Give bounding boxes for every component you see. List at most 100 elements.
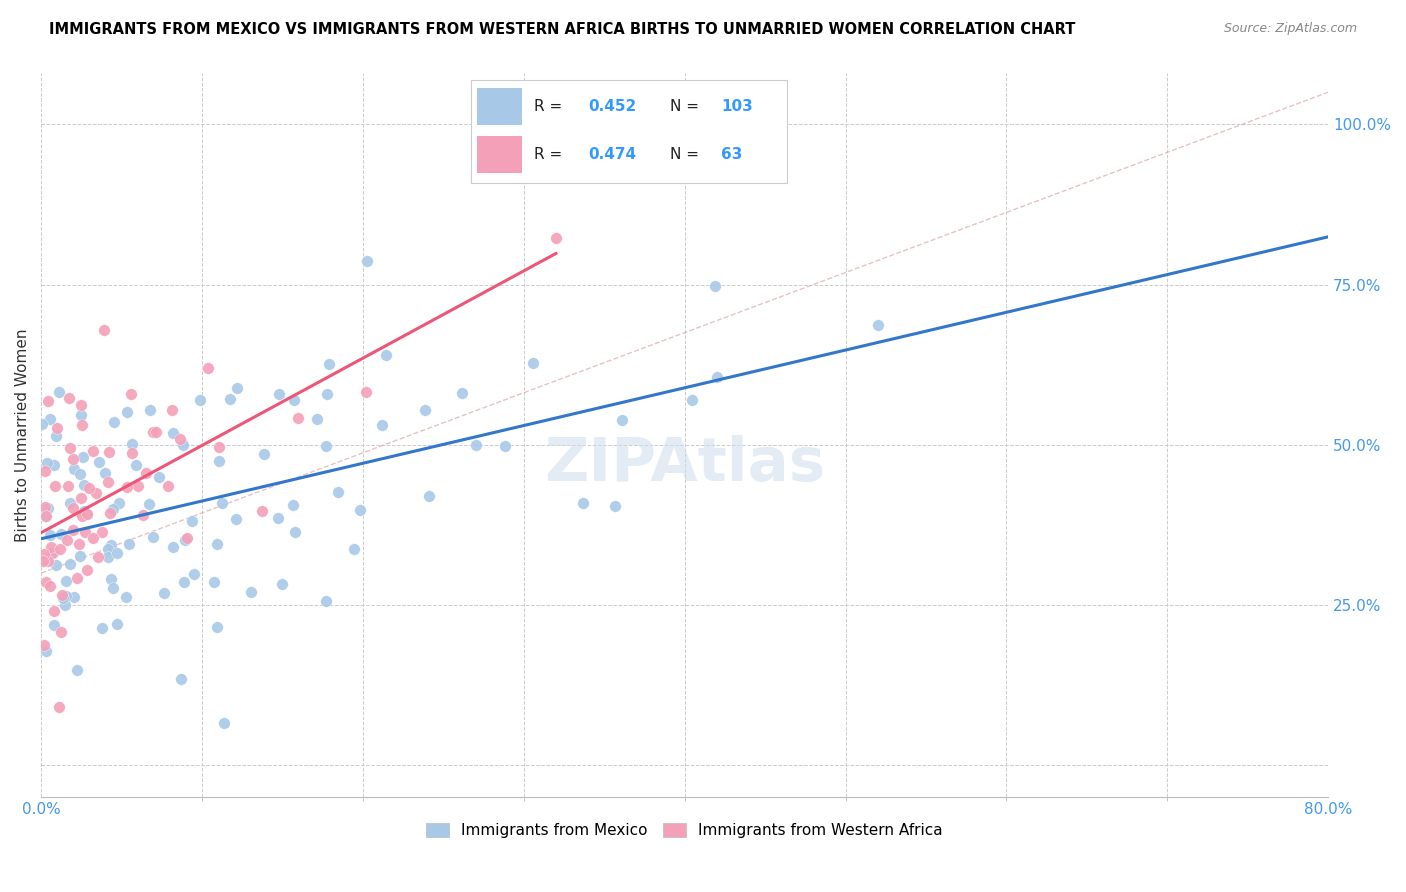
Point	[101, 502, 124, 516]
Point	[32, 547, 55, 561]
Point	[162, 540, 184, 554]
Point	[41, 545, 63, 559]
Point	[704, 279, 727, 293]
Point	[69, 408, 91, 422]
Point	[70, 491, 93, 505]
Point	[326, 485, 349, 500]
Point	[315, 439, 337, 453]
Point	[117, 480, 139, 494]
Point	[612, 413, 634, 427]
Point	[82, 531, 104, 545]
Point	[464, 438, 486, 452]
Point	[173, 574, 195, 589]
Point	[59, 442, 82, 456]
Text: 0.474: 0.474	[588, 146, 636, 161]
Point	[148, 469, 170, 483]
Point	[197, 361, 219, 376]
Point	[91, 621, 114, 635]
Point	[52, 591, 75, 605]
Point	[73, 504, 96, 518]
Text: Source: ZipAtlas.com: Source: ZipAtlas.com	[1223, 22, 1357, 36]
Point	[267, 510, 290, 524]
Point	[69, 398, 91, 412]
Point	[103, 581, 125, 595]
Point	[48, 384, 70, 399]
Point	[73, 478, 96, 492]
Point	[145, 425, 167, 439]
Point	[125, 458, 148, 472]
Point	[218, 392, 240, 406]
Point	[49, 624, 72, 639]
Point	[173, 533, 195, 547]
Point	[49, 526, 72, 541]
Point	[253, 447, 276, 461]
Point	[73, 524, 96, 539]
Point	[100, 572, 122, 586]
Point	[315, 594, 337, 608]
FancyBboxPatch shape	[478, 136, 522, 173]
Point	[63, 462, 86, 476]
Y-axis label: Births to Unmarried Women: Births to Unmarried Women	[15, 328, 30, 542]
Point	[225, 512, 247, 526]
Point	[205, 537, 228, 551]
Point	[62, 500, 84, 515]
Point	[42, 458, 65, 472]
Point	[226, 381, 249, 395]
Point	[98, 445, 121, 459]
Point	[62, 452, 84, 467]
Point	[51, 588, 73, 602]
Text: 103: 103	[721, 99, 752, 114]
FancyBboxPatch shape	[478, 88, 522, 126]
Point	[46, 421, 69, 435]
Point	[39, 579, 62, 593]
Point	[287, 410, 309, 425]
Point	[121, 445, 143, 459]
Point	[271, 577, 294, 591]
Point	[371, 418, 394, 433]
Point	[343, 542, 366, 557]
Point	[79, 481, 101, 495]
Point	[107, 496, 129, 510]
Point	[87, 455, 110, 469]
Text: R =: R =	[534, 99, 568, 114]
Point	[681, 392, 703, 407]
Point	[55, 533, 77, 547]
Point	[120, 387, 142, 401]
Point	[86, 486, 108, 500]
Point	[53, 599, 76, 613]
Legend: Immigrants from Mexico, Immigrants from Western Africa: Immigrants from Mexico, Immigrants from …	[420, 816, 949, 844]
Point	[42, 604, 65, 618]
Point	[94, 467, 117, 481]
Point	[31, 417, 53, 431]
Point	[105, 617, 128, 632]
Point	[160, 403, 183, 417]
Text: 0.452: 0.452	[588, 99, 637, 114]
Point	[72, 509, 94, 524]
Point	[97, 541, 120, 556]
Point	[142, 530, 165, 544]
Point	[307, 411, 329, 425]
Point	[283, 392, 305, 407]
Point	[169, 672, 191, 686]
Point	[156, 479, 179, 493]
Point	[544, 231, 567, 245]
Point	[42, 617, 65, 632]
Point	[76, 508, 98, 522]
Point	[375, 348, 398, 362]
Point	[69, 467, 91, 481]
Point	[250, 504, 273, 518]
Point	[87, 550, 110, 565]
Point	[315, 387, 337, 401]
Point	[212, 715, 235, 730]
Point	[132, 508, 155, 523]
Point	[45, 428, 67, 442]
Point	[706, 369, 728, 384]
Point	[58, 391, 80, 405]
Point	[181, 514, 204, 528]
Point	[44, 479, 66, 493]
Point	[98, 507, 121, 521]
Point	[37, 393, 59, 408]
Point	[208, 440, 231, 454]
Point	[97, 475, 120, 489]
Point	[142, 425, 165, 440]
